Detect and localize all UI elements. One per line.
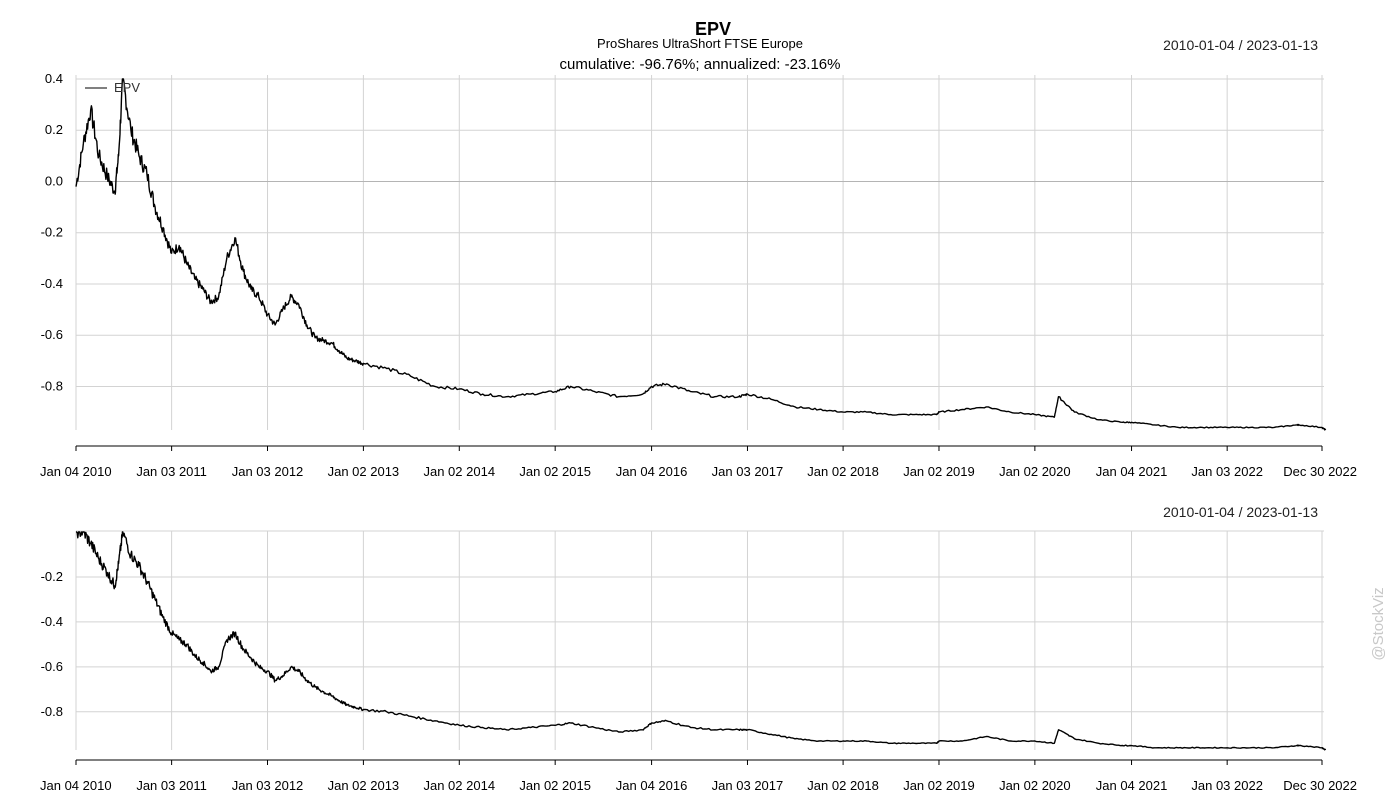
x-tick-label: Dec 30 2022 xyxy=(1283,464,1357,479)
x-tick-label: Jan 04 2021 xyxy=(1096,464,1168,479)
y-tick-label: -0.8 xyxy=(41,704,63,719)
x-tick-label: Jan 02 2013 xyxy=(328,464,400,479)
x-tick-label: Jan 04 2010 xyxy=(40,464,112,479)
series-line-epv xyxy=(75,531,1327,751)
x-tick-label: Dec 30 2022 xyxy=(1283,778,1357,793)
y-tick-label: -0.4 xyxy=(41,614,63,629)
y-tick-label: -0.6 xyxy=(41,327,63,342)
series-line-epv xyxy=(75,78,1327,431)
x-tick-label: Jan 02 2018 xyxy=(807,778,879,793)
x-tick-label: Jan 04 2016 xyxy=(616,464,688,479)
x-tick-label: Jan 04 2016 xyxy=(616,778,688,793)
y-tick-label: 0.2 xyxy=(45,122,63,137)
x-tick-label: Jan 04 2010 xyxy=(40,778,112,793)
x-tick-label: Jan 02 2019 xyxy=(903,778,975,793)
y-tick-label: -0.2 xyxy=(41,569,63,584)
chart-title: EPV xyxy=(695,19,731,39)
x-tick-label: Jan 03 2011 xyxy=(136,464,207,479)
legend-label: EPV xyxy=(114,80,140,95)
chart-subtitle: ProShares UltraShort FTSE Europe xyxy=(597,36,803,51)
date-range-top: 2010-01-04 / 2023-01-13 xyxy=(1163,37,1318,53)
x-tick-label: Jan 03 2017 xyxy=(712,778,784,793)
x-tick-label: Jan 03 2012 xyxy=(232,464,304,479)
y-tick-label: -0.6 xyxy=(41,659,63,674)
x-tick-label: Jan 02 2018 xyxy=(807,464,879,479)
x-tick-label: Jan 03 2017 xyxy=(712,464,784,479)
drawdown-panel: -0.2 -0.4 -0.6 -0.8 Jan 04 2010 Jan 03 2011 Ja… xyxy=(40,530,1357,793)
x-tick-label: Jan 04 2021 xyxy=(1096,778,1168,793)
y-tick-label: -0.2 xyxy=(41,225,63,240)
x-tick-label: Jan 02 2013 xyxy=(328,778,400,793)
y-tick-label: 0.0 xyxy=(45,173,63,188)
y-tick-label: 0.4 xyxy=(45,71,63,86)
performance-stats: cumulative: -96.76%; annualized: -23.16% xyxy=(559,56,840,73)
x-tick-label: Jan 02 2020 xyxy=(999,778,1071,793)
x-tick-label: Jan 03 2011 xyxy=(136,778,207,793)
price-panel: 0.4 0.2 0.0 -0.2 -0.4 -0.6 -0.8 Jan 04 2010 Jan … xyxy=(40,71,1357,479)
x-tick-label: Jan 02 2020 xyxy=(999,464,1071,479)
x-tick-label: Jan 02 2014 xyxy=(423,778,495,793)
watermark: @StockViz xyxy=(1370,587,1387,660)
x-tick-label: Jan 03 2012 xyxy=(232,778,304,793)
y-tick-label: -0.8 xyxy=(41,378,63,393)
x-tick-label: Jan 02 2014 xyxy=(423,464,495,479)
x-tick-label: Jan 03 2022 xyxy=(1191,464,1263,479)
y-tick-label: -0.4 xyxy=(41,276,63,291)
date-range-bottom: 2010-01-04 / 2023-01-13 xyxy=(1163,504,1318,520)
x-tick-label: Jan 02 2015 xyxy=(519,464,591,479)
x-tick-label: Jan 03 2022 xyxy=(1191,778,1263,793)
x-tick-label: Jan 02 2015 xyxy=(519,778,591,793)
x-tick-label: Jan 02 2019 xyxy=(903,464,975,479)
